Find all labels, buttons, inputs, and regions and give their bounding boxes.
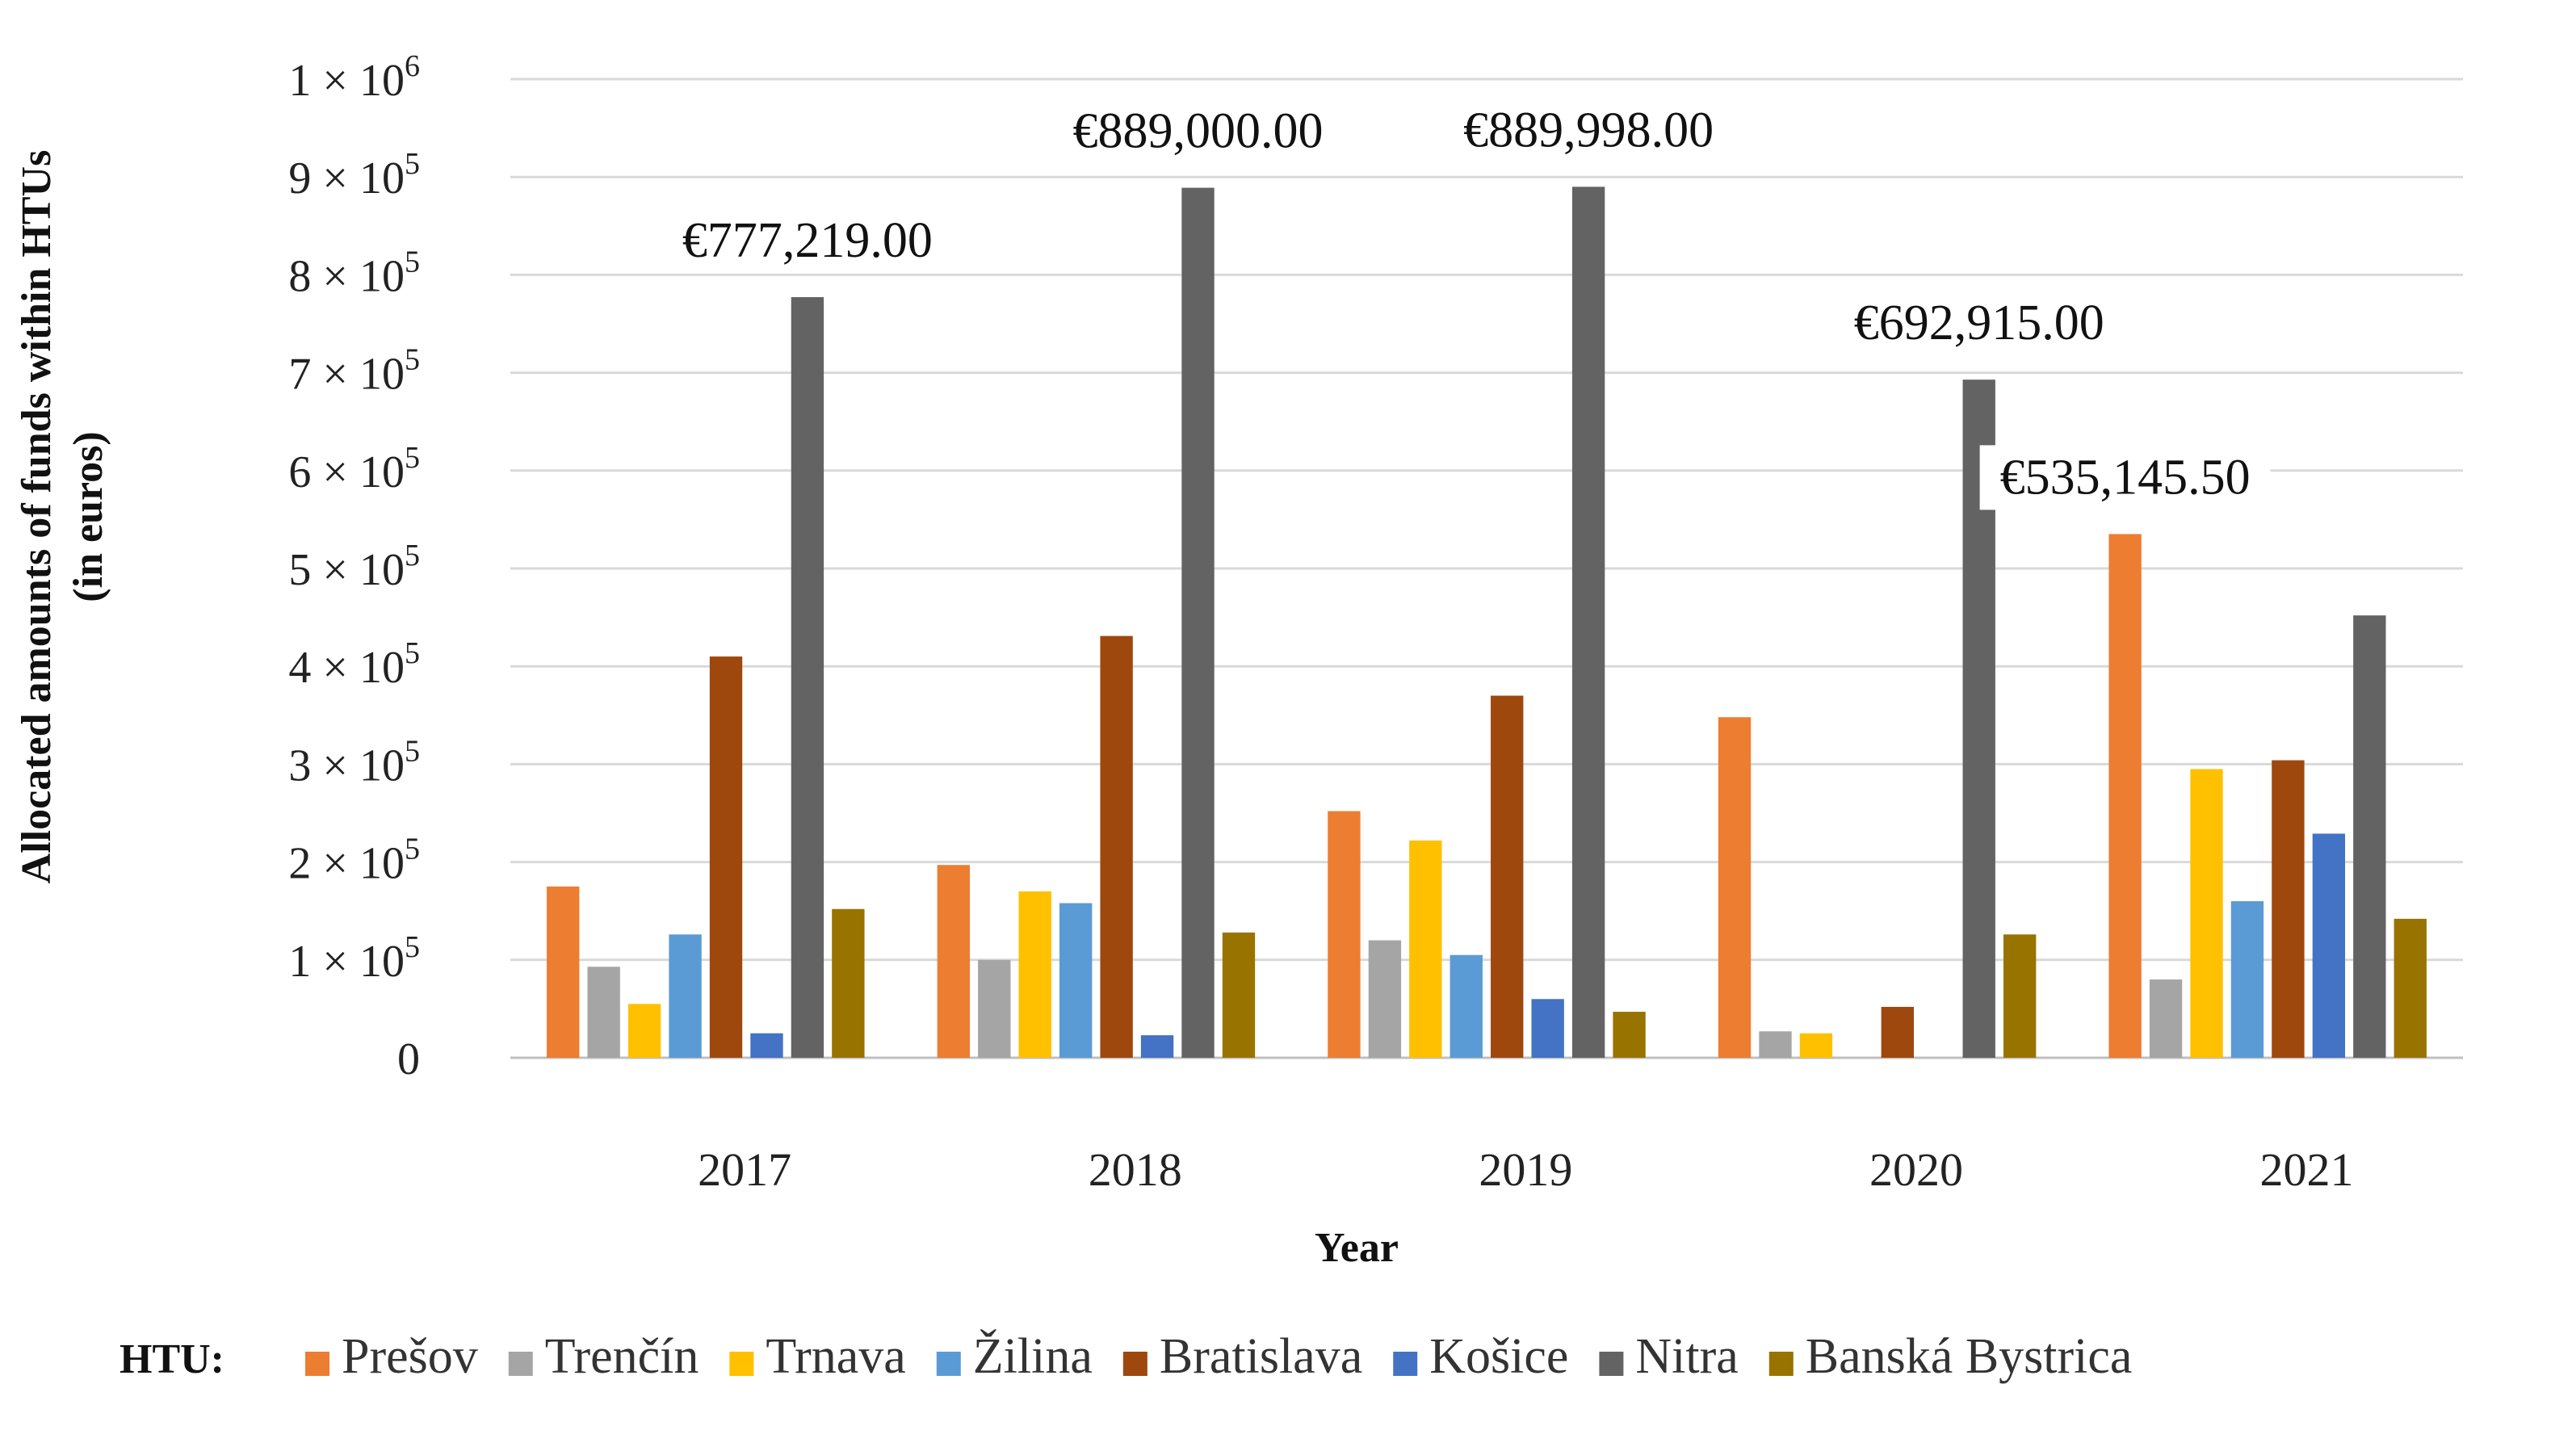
legend-title: HTU: <box>120 1336 224 1382</box>
bar-2018-Žilina <box>1059 903 1093 1058</box>
bar-2021-Prešov <box>2108 534 2142 1058</box>
legend-swatch-Banská Bystrica <box>1768 1352 1794 1376</box>
bar-2019-Žilina <box>1450 954 1483 1058</box>
bar-2017-Trnava <box>627 1004 661 1058</box>
y-tick-label: 9 × 105 <box>288 147 420 203</box>
legend-label-Trenčín: Trenčín <box>545 1329 699 1384</box>
annotation-background <box>1833 291 2125 356</box>
annotation-label: €692,915.00 <box>1854 296 2104 350</box>
legend-label-Žilina: Žilina <box>973 1329 1093 1384</box>
annotation-label: €535,145.50 <box>2000 450 2251 505</box>
legend: Prešov Trenčín Trnava Žilina Bratislava Košic… <box>305 1329 2132 1384</box>
y-axis-subtitle: (in euros) <box>65 431 111 602</box>
bar-2018-Bratislava <box>1100 635 1133 1058</box>
legend-swatch-Trenčín <box>508 1352 533 1376</box>
bar-2017-Banská Bystrica <box>832 908 865 1058</box>
legend-label-Nitra: Nitra <box>1635 1329 1738 1384</box>
legend-label-Košice: Košice <box>1429 1329 1568 1384</box>
annotation-label: €889,998.00 <box>1463 103 1714 157</box>
bar-2018-Nitra <box>1181 187 1215 1059</box>
bar-2019-Banská Bystrica <box>1613 1012 1646 1058</box>
legend-label-Prešov: Prešov <box>342 1329 478 1384</box>
x-tick-label: 2019 <box>1479 1143 1572 1196</box>
bar-2018-Trenčín <box>978 959 1011 1058</box>
bar-2020-Banská Bystrica <box>2003 934 2037 1058</box>
legend-swatch-Prešov <box>305 1352 329 1376</box>
bar-2021-Žilina <box>2230 901 2264 1058</box>
bar-2019-Trnava <box>1409 840 1442 1058</box>
bar-2018-Prešov <box>937 865 971 1058</box>
y-tick-label: 0 <box>397 1034 420 1084</box>
y-tick-label: 6 × 105 <box>288 441 420 497</box>
bar-2019-Bratislava <box>1491 695 1524 1058</box>
x-tick-label: 2021 <box>2260 1143 2354 1196</box>
legend-swatch-Bratislava <box>1122 1352 1147 1376</box>
y-tick-label: 7 × 105 <box>288 343 420 400</box>
annotation-background <box>1979 445 2271 510</box>
annotation-label: €889,000.00 <box>1073 104 1324 159</box>
y-tick-label: 5 × 105 <box>288 539 420 595</box>
bar-2020-Trnava <box>1799 1033 1833 1058</box>
bar-2017-Košice <box>750 1033 783 1058</box>
bar-2021-Trnava <box>2190 769 2223 1058</box>
legend-label-Banská Bystrica: Banská Bystrica <box>1806 1329 2133 1384</box>
y-tick-label: 8 × 105 <box>288 245 420 301</box>
bar-2018-Banská Bystrica <box>1222 932 1256 1058</box>
legend-label-Bratislava: Bratislava <box>1160 1329 1362 1384</box>
bar-2017-Prešov <box>547 886 580 1058</box>
annotation-label: €777,219.00 <box>682 213 933 268</box>
y-axis-ticks: 0 1 × 105 2 × 105 3 × 105 4 × 105 5 × 105 6 × … <box>288 49 420 1084</box>
bar-2021-Nitra <box>2353 615 2386 1058</box>
annotation-background <box>1052 99 1344 164</box>
legend-swatch-Nitra <box>1599 1352 1624 1376</box>
annotation-background <box>661 208 953 274</box>
y-tick-label: 1 × 105 <box>288 930 420 987</box>
x-axis-title: Year <box>1315 1225 1399 1271</box>
y-tick-label: 3 × 105 <box>288 734 420 790</box>
bar-2018-Trnava <box>1018 891 1051 1058</box>
annotations: €777,219.00 €889,000.00 €889,998.00 €692,91… <box>661 98 2271 510</box>
legend-swatch-Žilina <box>936 1352 961 1376</box>
y-tick-label: 4 × 105 <box>288 636 420 693</box>
x-axis-ticks: 2017 2018 2019 2020 2021 <box>698 1143 2353 1196</box>
bar-2019-Nitra <box>1571 187 1605 1059</box>
x-tick-label: 2020 <box>1869 1143 1963 1196</box>
bar-2021-Bratislava <box>2272 760 2305 1058</box>
bar-2020-Bratislava <box>1881 1006 1915 1058</box>
bar-2021-Košice <box>2312 833 2346 1058</box>
bar-2020-Prešov <box>1718 717 1752 1058</box>
x-tick-label: 2017 <box>698 1143 791 1196</box>
bar-2020-Trenčín <box>1759 1031 1792 1058</box>
x-tick-label: 2018 <box>1089 1143 1182 1196</box>
legend-label-Trnava: Trnava <box>766 1329 905 1384</box>
legend-swatch-Trnava <box>729 1352 754 1376</box>
bar-2018-Košice <box>1140 1035 1174 1058</box>
bar-2021-Banská Bystrica <box>2393 918 2427 1058</box>
annotation-background <box>1443 98 1735 163</box>
bar-2017-Trenčín <box>587 967 620 1058</box>
bar-2017-Nitra <box>791 297 824 1058</box>
bars <box>547 187 2427 1059</box>
bar-2021-Trenčín <box>2149 979 2183 1058</box>
legend-swatch-Košice <box>1393 1352 1418 1376</box>
y-tick-label: 1 × 106 <box>288 49 420 106</box>
bar-2017-Bratislava <box>709 656 743 1058</box>
y-axis-title: Allocated amounts of funds within HTUs <box>14 150 60 884</box>
bar-2019-Košice <box>1531 999 1564 1058</box>
bar-2019-Trenčín <box>1368 940 1402 1058</box>
bar-2019-Prešov <box>1328 811 1361 1058</box>
bar-2017-Žilina <box>669 934 702 1058</box>
y-tick-label: 2 × 105 <box>288 832 420 889</box>
